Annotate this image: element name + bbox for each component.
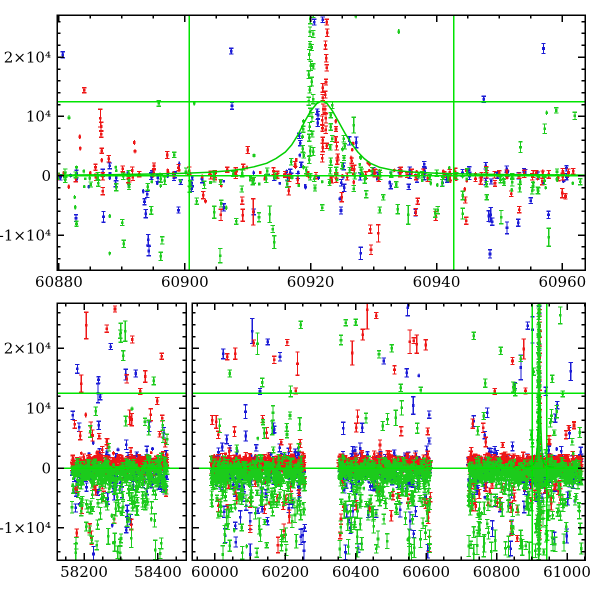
- model-curve: [58, 100, 585, 176]
- x-tick-label: 60200: [261, 563, 309, 581]
- x-tick-label: 60900: [161, 273, 209, 291]
- x-tick-label: 60920: [287, 273, 335, 291]
- y-tick-label: 0: [41, 459, 51, 477]
- panel-bottom-left: 58200 58400 -1×10⁴ 0 10⁴ 2×10⁴: [0, 302, 187, 581]
- panel-bottom-right: 60000 60200 60400 60600 60800 61000: [191, 302, 591, 581]
- x-tick-label: 60940: [413, 273, 461, 291]
- x-tick-label: 60800: [473, 563, 521, 581]
- axis-frame: [56, 14, 586, 271]
- x-tick-label: 60600: [402, 563, 450, 581]
- y-tick-label: -1×10⁴: [0, 519, 51, 537]
- scatter-red: [57, 20, 575, 252]
- y-tick-label: 2×10⁴: [4, 48, 51, 66]
- y-tick-label: -1×10⁴: [0, 226, 51, 244]
- y-tick-label: 10⁴: [26, 399, 51, 417]
- x-tick-label: 60400: [332, 563, 380, 581]
- scatter-green: [57, 15, 582, 258]
- y-tick-label: 0: [41, 167, 51, 185]
- x-tick-label: 60880: [35, 273, 83, 291]
- errorbars-blue: [58, 16, 569, 260]
- axis-ticks: [192, 303, 586, 560]
- errorbars-green: [57, 15, 583, 264]
- x-tick-label: 61000: [543, 563, 591, 581]
- x-tick-label: 58400: [134, 563, 182, 581]
- errorbars-green: [69, 320, 170, 560]
- errorbars-blue: [69, 343, 169, 560]
- errorbars-red: [57, 18, 576, 256]
- axis-ticks: [57, 303, 186, 560]
- x-tick-label: 60960: [538, 273, 586, 291]
- panel-top: 60880 60900 60920 60940 60960 -1×10⁴ 0 10⁴ 2×10⁴: [0, 14, 586, 291]
- axis-frame: [56, 302, 187, 561]
- axis-ticks: [57, 15, 585, 270]
- x-tick-label: 58200: [60, 563, 108, 581]
- x-tick-label: 60000: [191, 563, 239, 581]
- y-tick-label: 2×10⁴: [4, 340, 51, 358]
- scatter-green: [70, 329, 169, 555]
- y-tick-label: 10⁴: [26, 108, 51, 126]
